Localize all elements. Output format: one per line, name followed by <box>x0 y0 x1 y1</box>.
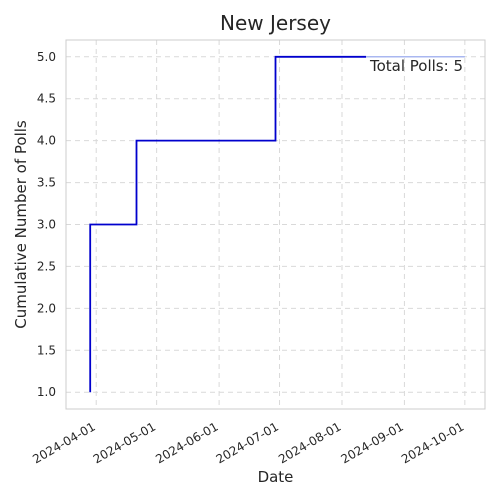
y-axis-ticks: 1.0 1.5 2.0 2.5 3.0 3.5 4.0 4.5 5.0 <box>37 50 56 399</box>
y-tick-label: 2.5 <box>37 259 56 273</box>
y-axis-label: Cumulative Number of Polls <box>12 120 30 329</box>
y-tick-label: 1.0 <box>37 385 56 399</box>
y-tick-label: 2.0 <box>37 301 56 315</box>
grid <box>66 40 485 409</box>
y-tick-label: 1.5 <box>37 343 56 357</box>
x-axis-label: Date <box>258 468 294 486</box>
cumulative-polls-step-line <box>89 55 367 393</box>
plot-frame <box>65 39 486 410</box>
chart-title: New Jersey <box>220 11 331 35</box>
y-tick-label: 5.0 <box>37 50 56 64</box>
y-tick-label: 4.0 <box>37 134 56 148</box>
total-polls-annotation: Total Polls: 5 <box>369 57 463 75</box>
series-layer <box>89 55 465 393</box>
y-tick-label: 3.0 <box>37 218 56 232</box>
y-tick-label: 4.5 <box>37 92 56 106</box>
y-tick-label: 3.5 <box>37 176 56 190</box>
